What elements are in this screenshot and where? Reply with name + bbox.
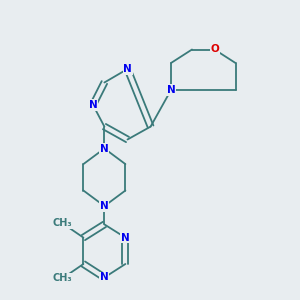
Text: N: N bbox=[100, 143, 109, 154]
Text: N: N bbox=[167, 85, 176, 95]
Text: CH₃: CH₃ bbox=[52, 218, 72, 228]
Text: CH₃: CH₃ bbox=[52, 273, 72, 284]
Text: N: N bbox=[100, 201, 109, 211]
Text: N: N bbox=[121, 232, 130, 243]
Text: N: N bbox=[88, 100, 98, 110]
Text: N: N bbox=[100, 272, 109, 283]
Text: O: O bbox=[210, 44, 219, 55]
Text: N: N bbox=[123, 64, 132, 74]
